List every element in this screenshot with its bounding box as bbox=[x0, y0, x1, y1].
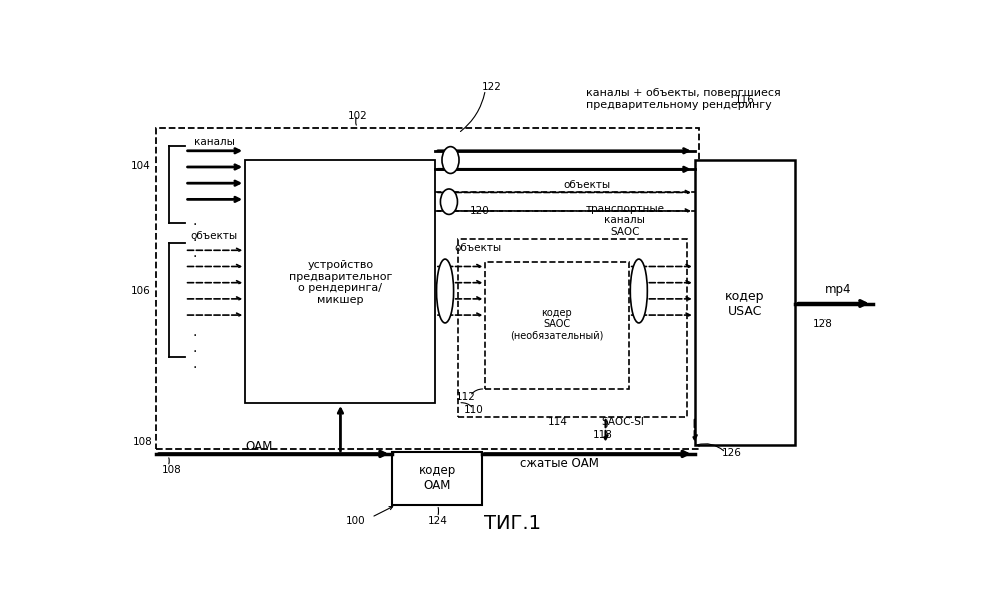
Ellipse shape bbox=[440, 189, 457, 215]
Text: ОАМ: ОАМ bbox=[245, 441, 272, 454]
Text: устройство
предварительног
о рендеринга/
микшер: устройство предварительног о рендеринга/… bbox=[289, 260, 392, 305]
Text: ·
·
·: · · · bbox=[193, 329, 197, 376]
Ellipse shape bbox=[437, 259, 454, 323]
Text: сжатые ОАМ: сжатые ОАМ bbox=[520, 457, 598, 469]
Text: каналы + объекты, повергшиеся: каналы + объекты, повергшиеся bbox=[586, 88, 781, 98]
Text: кодер
USAC: кодер USAC bbox=[725, 290, 765, 317]
Text: 120: 120 bbox=[470, 206, 490, 216]
Text: каналы: каналы bbox=[194, 136, 235, 147]
Bar bbox=[695, 160, 795, 445]
Text: 108: 108 bbox=[133, 438, 152, 447]
Text: 114: 114 bbox=[547, 416, 567, 427]
Text: кодер
ОАМ: кодер ОАМ bbox=[419, 464, 456, 492]
Bar bbox=[245, 160, 435, 403]
Text: ·
·
·: · · · bbox=[193, 218, 197, 264]
Bar bbox=[392, 451, 482, 505]
Text: 106: 106 bbox=[131, 286, 150, 296]
Text: объекты: объекты bbox=[563, 180, 610, 191]
Text: 116: 116 bbox=[735, 95, 755, 105]
Text: 122: 122 bbox=[482, 82, 501, 92]
Text: 124: 124 bbox=[427, 516, 447, 526]
Text: объекты: объекты bbox=[454, 243, 501, 253]
Text: mp4: mp4 bbox=[825, 283, 851, 296]
Text: предварительному рендерингу: предварительному рендерингу bbox=[586, 100, 772, 111]
Text: 102: 102 bbox=[348, 111, 367, 121]
Bar bbox=[156, 127, 698, 450]
Text: объекты: объекты bbox=[191, 231, 238, 242]
Ellipse shape bbox=[630, 259, 647, 323]
Text: 118: 118 bbox=[593, 430, 613, 441]
Text: ΤИГ.1: ΤИГ.1 bbox=[484, 514, 541, 533]
Text: 108: 108 bbox=[162, 465, 182, 475]
Text: транспортные
каналы
SAOC: транспортные каналы SAOC bbox=[585, 204, 664, 237]
Text: 126: 126 bbox=[722, 448, 742, 457]
Text: 112: 112 bbox=[456, 392, 476, 402]
Bar bbox=[458, 239, 687, 417]
Text: SAOC-SI: SAOC-SI bbox=[602, 416, 644, 427]
Ellipse shape bbox=[442, 147, 459, 174]
Text: 104: 104 bbox=[131, 161, 150, 171]
Text: кодер
SAOC
(необязательный): кодер SAOC (необязательный) bbox=[510, 308, 603, 341]
Text: 110: 110 bbox=[464, 405, 483, 415]
Text: 128: 128 bbox=[813, 319, 832, 329]
Text: 100: 100 bbox=[346, 516, 365, 526]
Bar bbox=[485, 262, 629, 389]
